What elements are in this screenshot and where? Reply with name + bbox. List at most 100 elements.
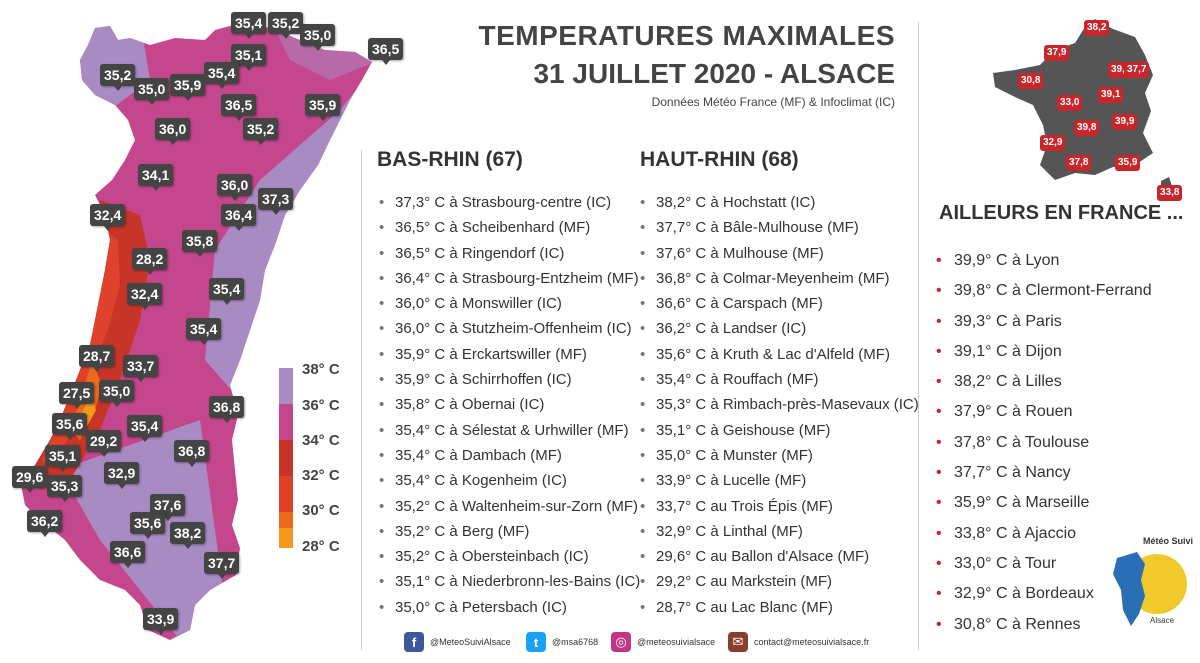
bullet-icon: • [640,472,646,490]
instagram-link[interactable]: ◎ @meteosuivialsace [611,632,715,652]
bullet-icon: • [640,320,646,338]
email-link[interactable]: ✉ contact@meteosuivialsace.fr [728,632,869,652]
bas-rhin-list: • 37,3° C à Strasbourg-centre (IC) • 36,5° … [379,190,640,620]
haut-rhin-list-item: • 37,6° C à Mulhouse (MF) [640,241,919,266]
station-temperature-label: 35,2 [100,64,136,91]
bullet-icon: • [640,548,646,566]
station-temperature-label: 33,7 [123,355,159,382]
france-list-item: • 39,9° C à Lyon [936,246,1152,276]
bullet-icon: • [936,524,942,542]
twitter-handle: @msa6768 [552,637,599,647]
france-list-item-text: 35,9° C à Marseille [954,494,1090,512]
bullet-icon: • [936,252,942,269]
bas-rhin-list-item: • 36,4° C à Strasbourg-Entzheim (MF) [379,266,640,291]
bas-rhin-list-item-text: 35,8° C à Obernai (IC) [395,396,545,414]
bullet-icon: • [379,421,385,439]
bullet-icon: • [936,585,942,603]
france-list-item-text: 38,2° C à Lilles [954,373,1062,391]
legend-swatch-38 [279,368,293,404]
station-temperature-label: 36,8 [209,396,245,423]
facebook-link[interactable]: f @MeteoSuiviAlsace [404,632,511,652]
bullet-icon: • [379,269,385,287]
station-temperature-label: 35,6 [52,413,88,440]
france-list-item: • 35,9° C à Marseille [936,488,1152,518]
bas-rhin-list-item-text: 35,4° C à Sélestat & Urhwiller (MF) [395,421,629,439]
logo-text-bottom: Alsace [1150,616,1175,625]
france-list-item-text: 39,3° C à Paris [954,312,1062,330]
mail-icon: ✉ [728,632,748,652]
bas-rhin-list-item: • 36,5° C à Scheibenhard (MF) [379,215,640,240]
france-list-item-text: 30,8° C à Rennes [954,615,1081,633]
france-city-label: 37,7 [1124,62,1150,78]
station-temperature-label: 27,5 [59,382,95,409]
haut-rhin-list-item-text: 29,2° C au Markstein (MF) [656,573,833,591]
bullet-icon: • [379,371,385,389]
haut-rhin-list-item-text: 35,3° C à Rimbach-près-Masevaux (IC) [656,396,919,414]
bas-rhin-list-item-text: 35,9° C à Erckartswiller (MF) [395,345,587,363]
legend-swatch-36 [279,404,293,440]
legend-label-30: 30° C [302,502,340,519]
bas-rhin-list-item-text: 36,0° C à Monswiller (IC) [395,295,562,313]
page-title: TEMPERATURES MAXIMALES [478,20,895,51]
haut-rhin-list-item: • 28,7° C au Lac Blanc (MF) [640,595,919,620]
haut-rhin-list-item: • 36,8° C à Colmar-Meyenheim (MF) [640,266,919,291]
page-subtitle-date: 31 JUILLET 2020 - ALSACE [533,58,895,89]
haut-rhin-list-item-text: 38,2° C à Hochstatt (IC) [656,194,816,211]
bullet-icon: • [640,371,646,389]
bas-rhin-list-item-text: 35,2° C à Obersteinbach (IC) [395,548,589,566]
bullet-icon: • [936,494,942,512]
haut-rhin-list-item: • 29,6° C au Ballon d'Alsace (MF) [640,544,919,569]
station-temperature-label: 35,4 [186,318,222,345]
station-temperature-label: 28,7 [79,345,115,372]
bullet-icon: • [640,219,646,237]
bullet-icon: • [640,598,646,616]
france-list-item: • 37,8° C à Toulouse [936,428,1152,458]
haut-rhin-list-item-text: 35,0° C à Munster (MF) [656,446,813,464]
bullet-icon: • [640,421,646,439]
bullet-icon: • [936,312,942,330]
france-list-item: • 39,8° C à Clermont-Ferrand [936,276,1152,306]
bas-rhin-list-item: • 35,9° C à Erckartswiller (MF) [379,342,640,367]
station-temperature-label: 35,2 [243,118,279,145]
bullet-icon: • [379,573,385,591]
france-list-item-text: 33,8° C à Ajaccio [954,524,1077,542]
instagram-icon: ◎ [611,632,631,652]
instagram-handle: @meteosuivialsace [637,637,716,647]
france-list-item-text: 37,9° C à Rouen [954,403,1073,421]
haut-rhin-list-item-text: 33,9° C à Lucelle (MF) [656,472,807,490]
station-temperature-label: 35,0 [300,24,336,51]
bas-rhin-list-item: • 35,2° C à Obersteinbach (IC) [379,544,640,569]
bas-rhin-list-item: • 36,5° C à Ringendorf (IC) [379,241,640,266]
france-city-label: 33,0 [1057,95,1083,111]
station-temperature-label: 32,9 [104,462,140,489]
haut-rhin-list: • 38,2° C à Hochstatt (IC) • 37,7° C à Bâle… [640,190,919,620]
france-city-label: 33,8 [1157,185,1183,201]
haut-rhin-list-item: • 35,0° C à Munster (MF) [640,443,919,468]
twitter-icon: t [526,632,546,652]
france-list-item: • 33,0° C à Tour [936,549,1152,579]
logo-text-top: Météo Suivi [1143,536,1193,546]
haut-rhin-list-item: • 36,6° C à Carspach (MF) [640,291,919,316]
haut-rhin-heading: HAUT-RHIN (68) [640,148,799,171]
haut-rhin-list-item: • 36,2° C à Landser (IC) [640,316,919,341]
bullet-icon: • [379,598,385,616]
haut-rhin-list-item-text: 37,7° C à Bâle-Mulhouse (MF) [656,219,859,237]
station-temperature-label: 37,3 [258,188,294,215]
france-list-item-text: 33,0° C à Tour [954,554,1057,572]
bullet-icon: • [936,373,942,391]
bas-rhin-list-item-text: 36,4° C à Strasbourg-Entzheim (MF) [395,269,639,287]
twitter-link[interactable]: t @msa6768 [526,632,598,652]
france-city-label: 39,8 [1074,120,1100,136]
bas-rhin-list-item-text: 35,4° C à Dambach (MF) [395,446,562,464]
station-temperature-label: 36,5 [368,38,404,65]
france-city-label: 39,9 [1112,114,1138,130]
bas-rhin-list-item-text: 35,2° C à Berg (MF) [395,522,530,540]
bullet-icon: • [640,446,646,464]
legend-label-32: 32° C [302,467,340,484]
bullet-icon: • [936,464,942,482]
bas-rhin-list-item: • 36,0° C à Monswiller (IC) [379,291,640,316]
station-temperature-label: 36,2 [27,510,63,537]
legend-swatch-32 [279,476,293,512]
station-temperature-label: 38,2 [170,522,206,549]
france-list-item: • 37,7° C à Nancy [936,458,1152,488]
